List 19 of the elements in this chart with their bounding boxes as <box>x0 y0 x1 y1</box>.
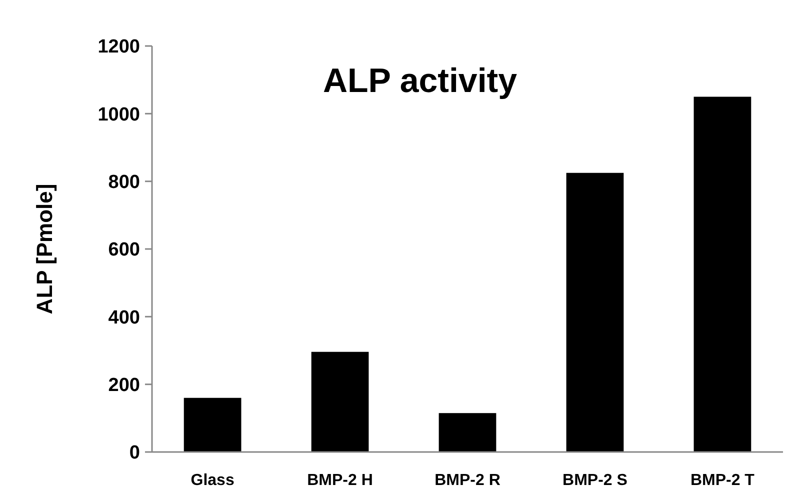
y-tick-label: 200 <box>108 374 140 396</box>
bar <box>694 96 752 452</box>
bar <box>566 172 624 452</box>
bar <box>184 398 242 452</box>
y-tick-label: 600 <box>108 240 140 261</box>
y-tick-label: 1200 <box>98 36 140 58</box>
bar <box>311 352 369 452</box>
y-tick-label: 0 <box>129 442 140 464</box>
x-tick-label: BMP-2 H <box>307 472 373 489</box>
text: ALP activity <box>322 62 518 100</box>
x-tick-label: Glass <box>190 472 234 489</box>
y-tick-label: 800 <box>108 172 140 193</box>
y-axis-title: ALP [Pmole] <box>32 184 57 314</box>
bar <box>438 413 496 452</box>
x-tick-label: BMP-2 T <box>690 472 755 489</box>
x-tick-label: BMP-2 S <box>562 472 628 489</box>
y-tick-label: 400 <box>108 307 140 328</box>
x-tick-label: BMP-2 R <box>434 472 501 489</box>
y-tick-label: 1000 <box>98 104 140 126</box>
